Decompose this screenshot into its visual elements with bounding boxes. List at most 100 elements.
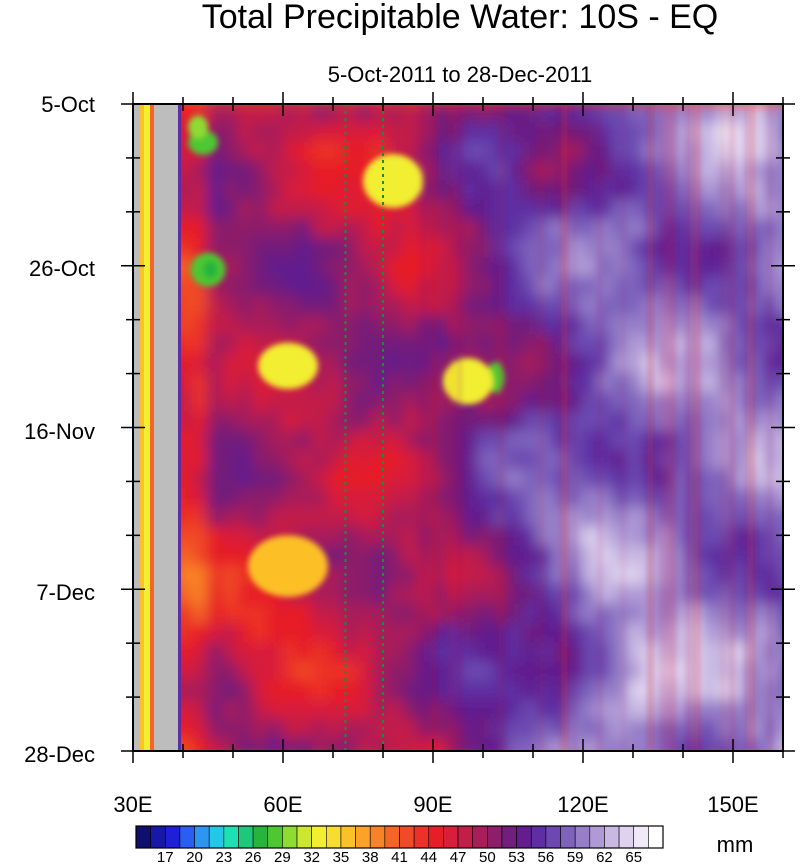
field-cell: [522, 719, 539, 741]
field-cell: [222, 218, 239, 240]
field-cell: [177, 430, 194, 452]
field-cell: [327, 603, 344, 625]
field-cell: [672, 699, 689, 722]
field-cell: [702, 488, 719, 510]
field-cell: [567, 218, 584, 240]
field-cell: [417, 199, 434, 221]
field-cell: [432, 430, 449, 452]
field-cell: [567, 353, 584, 375]
field-cell: [537, 391, 554, 414]
field-cell: [672, 738, 689, 751]
field-cell: [522, 411, 539, 433]
field-cell: [507, 642, 524, 664]
field-cell: [267, 295, 284, 317]
field-cell: [627, 199, 644, 221]
field-cell: [282, 314, 299, 337]
field-cell: [387, 699, 404, 722]
field-cell: [402, 488, 419, 510]
field-cell: [282, 449, 299, 471]
field-cell: [597, 526, 614, 548]
field-cell: [582, 430, 599, 452]
field-cell: [777, 488, 783, 510]
field-cell: [672, 334, 689, 356]
field-cell: [462, 661, 479, 683]
field-cell: [282, 199, 299, 221]
field-cell: [327, 391, 344, 414]
field-cell: [177, 411, 194, 433]
field-cell: [612, 738, 629, 751]
field-cell: [417, 276, 434, 298]
field-cell: [597, 449, 614, 471]
field-cell: [387, 122, 404, 144]
field-cell: [522, 199, 539, 221]
field-cell: [672, 507, 689, 529]
field-cell: [627, 334, 644, 356]
field-cell: [672, 642, 689, 664]
field-cell: [507, 507, 524, 529]
field-cell: [417, 295, 434, 317]
field-cell: [567, 104, 584, 125]
field-cell: [777, 237, 783, 260]
field-cell: [612, 276, 629, 298]
field-cell: [447, 160, 464, 183]
field-cell: [732, 314, 749, 337]
field-cell: [177, 603, 194, 625]
field-cell: [282, 160, 299, 183]
field-cell: [537, 372, 554, 394]
field-cell: [582, 237, 599, 260]
field-cell: [732, 738, 749, 751]
field-cell: [777, 738, 783, 751]
field-cell: [372, 391, 389, 414]
field-cell: [327, 372, 344, 394]
field-cell: [777, 526, 783, 548]
field-cell: [777, 449, 783, 471]
field-cell: [297, 411, 314, 433]
field-cell: [612, 642, 629, 664]
field-cell: [312, 680, 329, 702]
field-cell: [402, 565, 419, 587]
field-cell: [507, 622, 524, 645]
field-cell: [747, 488, 764, 510]
field-cell: [597, 104, 614, 125]
field-cell: [522, 642, 539, 664]
field-cell: [477, 584, 494, 606]
field-cell: [777, 372, 783, 394]
field-cell: [327, 526, 344, 548]
field-cell: [597, 545, 614, 568]
field-cell: [702, 526, 719, 548]
field-cell: [432, 314, 449, 337]
field-cell: [567, 372, 584, 394]
field-cell: [372, 276, 389, 298]
colorbar-labels: 17 20 23 26 29 32 35 38 41 44 47 50 53 56 59 62 65: [157, 849, 642, 866]
field-cell: [777, 719, 783, 741]
field-cell: [327, 661, 344, 683]
coastal-strip: [150, 104, 154, 751]
colorbar-swatch: [443, 825, 459, 849]
field-cell: [462, 237, 479, 260]
field-cell: [507, 372, 524, 394]
field-cell: [282, 738, 299, 751]
field-cell: [177, 584, 194, 606]
field-cell: [387, 218, 404, 240]
field-cell: [207, 104, 224, 125]
field-cell: [432, 449, 449, 471]
field-cell: [237, 180, 254, 202]
field-cell: [702, 507, 719, 529]
field-cell: [282, 411, 299, 433]
field-cell: [732, 507, 749, 529]
coastal-strip: [178, 104, 181, 751]
field-cell: [732, 141, 749, 163]
field-cell: [207, 372, 224, 394]
field-cell: [252, 141, 269, 163]
field-cell: [462, 180, 479, 202]
field-cell: [237, 719, 254, 741]
colorbar-swatch: [530, 825, 547, 849]
field-cell: [582, 661, 599, 683]
field-cell: [237, 738, 254, 751]
field-cell: [312, 699, 329, 722]
field-cell: [192, 468, 209, 491]
field-cell: [537, 661, 554, 683]
field-cell: [342, 372, 359, 394]
field-cell: [477, 104, 494, 125]
field-cell: [327, 276, 344, 298]
